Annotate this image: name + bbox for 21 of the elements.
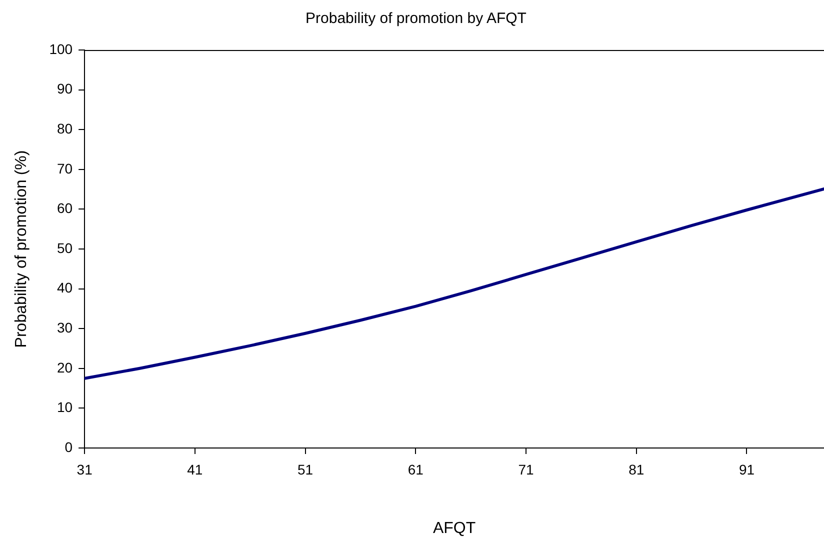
y-tick-label: 100	[49, 40, 73, 57]
y-tick-label: 80	[56, 120, 73, 136]
x-tick-label: 61	[408, 461, 424, 478]
y-tick-label: 20	[56, 359, 73, 376]
y-tick-label: 90	[56, 80, 73, 97]
x-tick-label: 31	[76, 461, 93, 478]
x-tick-label: 81	[628, 461, 644, 478]
y-tick-label: 70	[56, 160, 73, 176]
x-tick-label: 71	[518, 461, 534, 478]
y-axis-title: Probability of promotion (%)	[13, 150, 30, 348]
y-tick-label: 10	[56, 399, 73, 416]
x-tick-label: 51	[298, 461, 314, 478]
chart-title: Probability of promotion by AFQT	[306, 10, 526, 28]
y-tick-label: 40	[56, 280, 73, 296]
x-tick-label: 41	[187, 461, 203, 478]
y-tick-label: 60	[56, 200, 73, 216]
y-tick-label: 0	[64, 438, 73, 455]
x-tick-label: 91	[738, 461, 755, 478]
y-tick-label: 30	[56, 319, 73, 336]
y-tick-label: 50	[56, 240, 73, 256]
x-axis-title: AFQT	[432, 520, 476, 537]
